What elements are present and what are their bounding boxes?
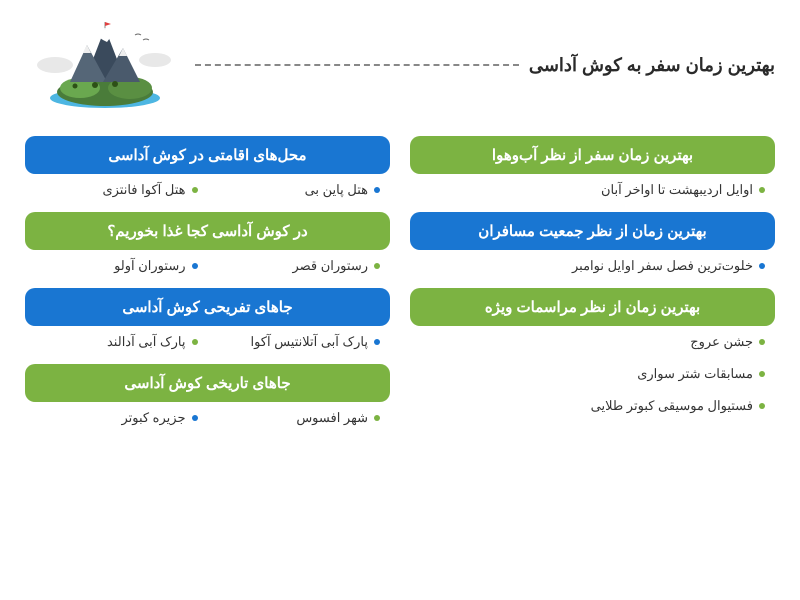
bullet-icon: [759, 187, 765, 193]
item-label: جشن عروج: [690, 334, 753, 350]
item-label: فستیوال موسیقی کبوتر طلایی: [591, 398, 753, 414]
section-events: بهترین زمان از نظر مراسمات ویژه: [410, 288, 775, 326]
bullet-icon: [192, 187, 198, 193]
section-crowd: بهترین زمان از نظر جمعیت مسافران: [410, 212, 775, 250]
bullet-icon: [759, 339, 765, 345]
item-label: رستوران قصر: [292, 258, 368, 274]
item-label: جزیره کبوتر: [121, 410, 185, 426]
bullet-icon: [192, 415, 198, 421]
bullet-icon: [759, 371, 765, 377]
bullet-icon: [192, 339, 198, 345]
bullet-icon: [374, 187, 380, 193]
item-label: پارک آبی آدالند: [107, 334, 186, 350]
content-columns: بهترین زمان سفر از نظر آب‌وهوا اوایل ارد…: [25, 130, 775, 434]
list-item: خلوت‌ترین فصل سفر اوایل نوامبر: [410, 250, 775, 282]
list-item: جشن عروج: [410, 326, 775, 358]
list-item: مسابقات شتر سواری: [410, 358, 775, 390]
divider: [195, 64, 519, 66]
bullet-icon: [192, 263, 198, 269]
bullet-icon: [374, 415, 380, 421]
item-label: شهر افسوس: [296, 410, 368, 426]
list-item: پارک آبی آتلانتیس آکوا پارک آبی آدالند: [25, 326, 390, 358]
mountain-illustration: [25, 20, 185, 110]
section-food: در کوش آداسی کجا غذا بخوریم؟: [25, 212, 390, 250]
list-item: فستیوال موسیقی کبوتر طلایی: [410, 390, 775, 422]
page-title: بهترین زمان سفر به کوش آداسی: [529, 55, 775, 76]
item-label: رستوران آولو: [114, 258, 185, 274]
left-column: محل‌های اقامتی در کوش آداسی هتل پاین بی …: [25, 130, 390, 434]
bullet-icon: [374, 263, 380, 269]
section-weather: بهترین زمان سفر از نظر آب‌وهوا: [410, 136, 775, 174]
header: بهترین زمان سفر به کوش آداسی: [25, 20, 775, 110]
list-item: رستوران قصر رستوران آولو: [25, 250, 390, 282]
item-label: پارک آبی آتلانتیس آکوا: [250, 334, 368, 350]
bullet-icon: [374, 339, 380, 345]
section-fun: جاهای تفریحی کوش آداسی: [25, 288, 390, 326]
list-item: هتل پاین بی هتل آکوا فانتزی: [25, 174, 390, 206]
item-label: مسابقات شتر سواری: [637, 366, 753, 382]
section-history: جاهای تاریخی کوش آداسی: [25, 364, 390, 402]
right-column: بهترین زمان سفر از نظر آب‌وهوا اوایل ارد…: [410, 130, 775, 434]
list-item: شهر افسوس جزیره کبوتر: [25, 402, 390, 434]
section-hotels: محل‌های اقامتی در کوش آداسی: [25, 136, 390, 174]
item-label: خلوت‌ترین فصل سفر اوایل نوامبر: [572, 258, 753, 274]
bullet-icon: [759, 263, 765, 269]
item-label: هتل آکوا فانتزی: [102, 182, 185, 198]
list-item: اوایل اردیبهشت تا اواخر آبان: [410, 174, 775, 206]
bullet-icon: [759, 403, 765, 409]
item-label: هتل پاین بی: [305, 182, 368, 198]
item-label: اوایل اردیبهشت تا اواخر آبان: [601, 182, 753, 198]
